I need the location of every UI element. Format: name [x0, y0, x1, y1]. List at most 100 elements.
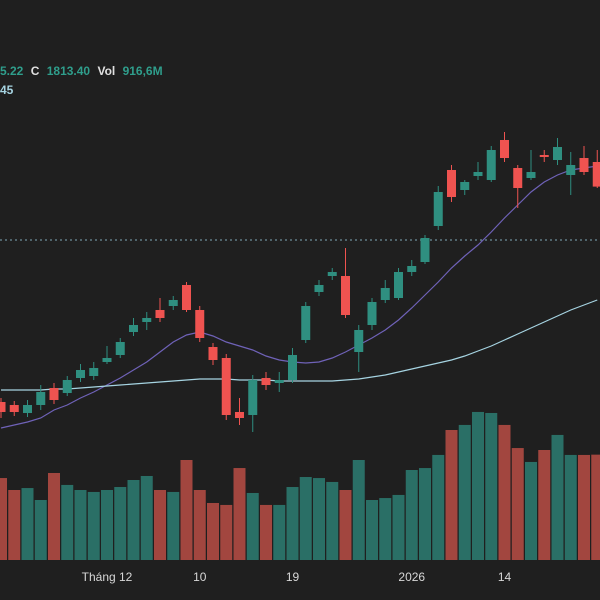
volume-bar [458, 424, 471, 560]
candle-body [208, 347, 218, 360]
candle-body [460, 182, 470, 190]
candle-body [420, 238, 430, 262]
volume-bar [154, 490, 166, 560]
volume-bar [180, 460, 193, 560]
candle-body [327, 272, 337, 276]
volume-bar [220, 504, 233, 560]
volume-bar [87, 491, 100, 560]
candle-body [473, 172, 483, 176]
volume-bar [564, 454, 577, 560]
candle-body [102, 358, 112, 362]
candle-body [195, 310, 205, 338]
candle-body [76, 370, 85, 378]
candle-body [168, 300, 178, 306]
legend-label: Vol [97, 64, 115, 78]
volume-bar [127, 480, 140, 560]
candle-body [566, 165, 576, 175]
volume-bar [591, 454, 600, 560]
x-tick-label: 2026 [398, 570, 425, 584]
candle-body [354, 330, 364, 352]
candle-body [221, 358, 231, 415]
candle-body [500, 140, 509, 158]
volume-bar [498, 424, 511, 560]
candle-body [380, 288, 390, 300]
candle-body [288, 355, 297, 380]
volume-bar [392, 494, 405, 560]
candle-body [553, 147, 562, 160]
x-tick-label: 10 [193, 570, 207, 584]
volume-bar [114, 487, 127, 560]
volume-bar [313, 478, 325, 560]
volume-bar [260, 504, 272, 560]
volume-bar [21, 488, 34, 560]
moving-average [1, 299, 598, 391]
volume-bar [299, 477, 312, 560]
candle-body [579, 158, 589, 172]
volume-bar [193, 490, 206, 560]
volume-bar [207, 502, 219, 560]
panes: Tháng 12 10 19 2026 14 [0, 132, 600, 584]
moving-average [0, 165, 598, 429]
candle-body [592, 162, 600, 187]
candle-body [49, 388, 59, 400]
volume-bar [538, 450, 551, 560]
volume-bar [419, 468, 431, 560]
x-tick-label: Tháng 12 [82, 570, 133, 584]
volume-bar [472, 411, 484, 560]
volume-bar [286, 487, 299, 560]
candle-body [394, 272, 403, 298]
volume-bar [61, 484, 74, 560]
volume-bar [0, 478, 7, 560]
candle-body [142, 318, 152, 322]
x-tick-label: 14 [498, 570, 512, 584]
candle-body [89, 368, 99, 376]
volume-bar [273, 504, 286, 560]
x-tick-label: 19 [286, 570, 300, 584]
candle-body [447, 170, 456, 197]
volume-bar [352, 460, 365, 560]
volume-bar [339, 490, 352, 560]
volume-bar [511, 448, 524, 560]
candle-body [23, 405, 32, 413]
volume-bar [445, 430, 458, 560]
candle-body [539, 155, 549, 157]
candle-body [526, 172, 536, 178]
volume-bar [379, 498, 392, 560]
candle-body [433, 192, 443, 226]
candle-body [0, 402, 6, 412]
volume-bar [485, 412, 498, 560]
candle-body [261, 378, 271, 385]
candle-body [301, 306, 311, 340]
volume-bar [233, 468, 246, 560]
candle-body [407, 266, 417, 272]
legend-label: C [31, 64, 40, 78]
candle-body [9, 405, 19, 412]
candle-body [235, 412, 244, 418]
volume-bar [551, 434, 564, 560]
legend-value: 1813.40 [47, 64, 91, 78]
candle-body [155, 310, 165, 318]
volume-bar [74, 490, 87, 560]
volume-bar [34, 500, 47, 560]
volume-bar [405, 470, 418, 560]
candle-body [341, 276, 350, 315]
volume-bar [101, 490, 113, 560]
candle-body [513, 168, 523, 188]
candle-body [36, 392, 46, 405]
volume-bar [366, 500, 378, 560]
volume-bar [48, 472, 60, 560]
volume-bar [8, 490, 21, 560]
volume-bar [525, 461, 537, 560]
candle-body [62, 380, 72, 393]
candle-body [367, 302, 377, 325]
ohlc-legend: 5.22 C 1813.40 Vol 916,6M [0, 64, 163, 78]
candle-body [486, 150, 496, 180]
volume-bar [167, 491, 180, 560]
ma-legend: 45 [0, 83, 14, 97]
candle-body [182, 285, 191, 310]
volume-bar [326, 481, 339, 560]
volume-bar [578, 454, 590, 560]
legend-value: 916,6M [123, 64, 163, 78]
